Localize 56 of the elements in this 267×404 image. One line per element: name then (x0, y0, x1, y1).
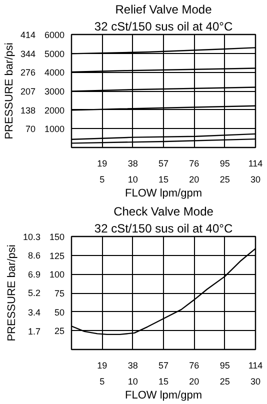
y2-tick-label: 8.6 (28, 250, 41, 261)
y-tick-label: 6000 (44, 30, 65, 40)
x2-tick-label: 30 (250, 174, 261, 184)
x-tick-label: 19 (97, 158, 108, 168)
x-tick-label: 57 (158, 360, 169, 370)
y-tick-label: 4000 (44, 68, 65, 78)
y2-tick-label: 138 (20, 105, 36, 116)
y2-tick-label: 207 (20, 86, 36, 96)
y2-axis-title: PRESSURE bar/psi (3, 42, 16, 140)
x2-tick-label: 10 (128, 376, 138, 386)
chart-subtitle: 32 cSt/150 sus oil at 40°C (94, 20, 233, 34)
y2-tick-label: 6.9 (28, 269, 41, 280)
y-tick-label: 100 (49, 270, 65, 280)
x2-tick-label: 10 (128, 174, 138, 184)
x2-tick-label: 5 (100, 376, 105, 386)
x2-tick-label: 5 (100, 174, 105, 184)
y-tick-label: 2000 (44, 105, 65, 116)
x-axis-title: FLOW lpm/gpm (124, 390, 202, 402)
y2-tick-label: 1.7 (28, 326, 41, 336)
x-tick-label: 95 (220, 158, 230, 168)
x-tick-label: 19 (97, 360, 108, 370)
y2-tick-label: 414 (20, 30, 36, 40)
x-tick-label: 76 (189, 158, 200, 168)
x2-tick-label: 15 (158, 376, 169, 386)
x2-tick-label: 25 (220, 376, 230, 386)
y2-tick-label: 10.3 (22, 232, 41, 242)
x2-tick-label: 25 (220, 174, 230, 184)
y2-tick-label: 276 (20, 68, 36, 78)
x-axis-title: FLOW lpm/gpm (124, 188, 202, 200)
x-tick-label: 95 (220, 360, 230, 370)
y2-tick-label: 5.2 (28, 288, 41, 298)
x-tick-label: 114 (248, 158, 263, 168)
y-tick-label: 50 (54, 307, 65, 318)
y2-tick-label: 3.4 (28, 308, 41, 318)
chart-title: Relief Valve Mode (115, 2, 212, 16)
x2-tick-label: 30 (250, 376, 261, 386)
y-tick-label: 5000 (44, 48, 65, 59)
y2-tick-label: 70 (25, 124, 36, 134)
x-tick-label: 114 (248, 360, 263, 370)
y-tick-label: 75 (54, 288, 65, 298)
y-tick-label: 125 (49, 250, 65, 261)
chart-subtitle: 32 cSt/150 sus oil at 40°C (94, 222, 233, 236)
y-tick-label: 3000 (44, 86, 65, 96)
x-tick-label: 57 (158, 158, 169, 168)
x-tick-label: 76 (189, 360, 200, 370)
x2-tick-label: 20 (189, 376, 200, 386)
chart-title: Check Valve Mode (114, 204, 214, 218)
y-tick-label: 25 (54, 326, 65, 336)
y-tick-label: 1000 (44, 124, 65, 134)
y2-tick-label: 344 (20, 49, 36, 60)
y-tick-label: 150 (49, 232, 65, 242)
x2-tick-label: 15 (158, 174, 169, 184)
x-tick-label: 38 (128, 360, 138, 370)
x2-tick-label: 20 (189, 174, 200, 184)
y2-axis-title: PRESSURE bar/psi (6, 244, 18, 342)
x-tick-label: 38 (128, 158, 138, 168)
